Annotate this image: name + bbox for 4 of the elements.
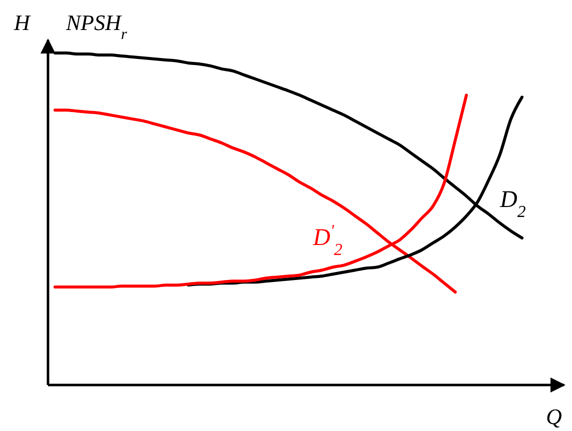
series-label: D$_{2}$ bbox=[499, 187, 526, 220]
x-axis-title: Q bbox=[546, 404, 562, 429]
y-axis-title: H bbox=[13, 10, 31, 35]
text: NPSH$_{r}$ bbox=[65, 10, 128, 42]
